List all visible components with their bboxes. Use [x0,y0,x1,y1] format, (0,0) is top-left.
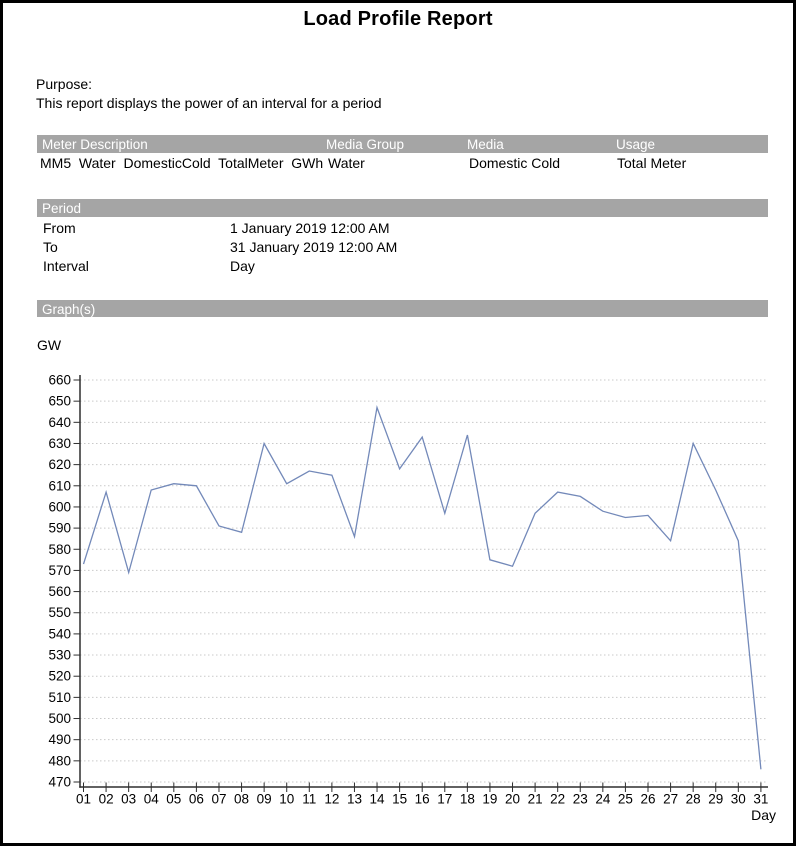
x-tick-label: 28 [686,792,701,807]
x-tick-label: 15 [392,792,407,807]
period-to-row: To 31 January 2019 12:00 AM [3,238,793,257]
x-tick-label: 22 [550,792,565,807]
period-from-row: From 1 January 2019 12:00 AM [3,219,793,238]
usage-value: Total Meter [617,155,687,171]
meter-description-value: MM5 Water DomesticCold TotalMeter GWh [40,155,324,171]
x-tick-label: 04 [144,792,160,807]
x-tick-label: 20 [505,792,520,807]
x-tick-label: 06 [189,792,204,807]
x-tick-label: 18 [460,792,475,807]
y-tick-label: 580 [48,542,71,557]
y-tick-label: 490 [48,732,71,747]
media-value: Domestic Cold [469,155,561,171]
x-tick-label: 10 [279,792,294,807]
period-interval-row: Interval Day [3,257,793,276]
x-tick-label: 16 [415,792,430,807]
x-tick-label: 24 [595,792,611,807]
x-tick-label: 17 [437,792,452,807]
y-tick-label: 510 [48,690,71,705]
media-group-value: Water [328,155,365,171]
x-tick-label: 23 [573,792,588,807]
y-tick-label: 530 [48,648,71,663]
purpose-label: Purpose: [36,76,93,92]
y-tick-label: 570 [48,563,71,578]
x-tick-label: 12 [324,792,339,807]
graphs-header-bar: Graph(s) [37,300,768,317]
column-header-media-group: Media Group [326,137,405,152]
y-tick-label: 480 [48,753,71,768]
x-tick-label: 25 [618,792,633,807]
meter-table-row: MM5 Water DomesticCold TotalMeter GWh Wa… [37,154,768,173]
y-tick-label: 640 [48,415,71,430]
purpose-text: This report displays the power of an int… [36,95,382,111]
y-tick-label: 500 [48,711,71,726]
column-header-usage: Usage [616,137,656,152]
y-tick-label: 540 [48,626,71,641]
x-tick-label: 05 [166,792,181,807]
column-header-meter-description: Meter Description [42,137,148,152]
y-tick-label: 520 [48,669,71,684]
interval-label: Interval [43,258,89,274]
x-tick-label: 21 [528,792,543,807]
y-tick-label: 660 [48,373,71,388]
x-tick-label: 14 [370,792,386,807]
x-tick-label: 29 [708,792,723,807]
x-tick-label: 01 [76,792,91,807]
to-value: 31 January 2019 12:00 AM [230,239,398,255]
y-tick-label: 650 [48,394,71,409]
y-tick-label: 620 [48,457,71,472]
from-label: From [43,220,76,236]
y-tick-label: 590 [48,521,71,536]
x-tick-label: 03 [121,792,136,807]
y-tick-label: 630 [48,436,71,451]
x-tick-label: 27 [663,792,678,807]
x-axis-title: Day [751,807,776,823]
y-axis-unit-label: GW [37,337,62,353]
y-tick-label: 600 [48,499,71,514]
column-header-media: Media [467,137,504,152]
x-tick-label: 08 [234,792,249,807]
meter-table-header-bar: Meter Description Media Group Media Usag… [37,135,768,153]
x-tick-label: 13 [347,792,362,807]
x-tick-label: 26 [640,792,655,807]
y-tick-label: 560 [48,584,71,599]
from-value: 1 January 2019 12:00 AM [230,220,390,236]
y-tick-label: 550 [48,605,71,620]
chart-line [82,405,762,770]
x-tick-label: 30 [731,792,746,807]
x-tick-label: 31 [753,792,768,807]
period-header-label: Period [42,201,82,216]
y-tick-label: 470 [48,775,71,790]
page-title: Load Profile Report [303,8,493,30]
x-tick-label: 19 [482,792,497,807]
x-tick-label: 02 [99,792,114,807]
interval-value: Day [230,258,255,274]
to-label: To [43,239,58,255]
graphs-header-label: Graph(s) [42,302,96,317]
load-profile-line-chart: 470 480 490 500 510 520 530 540 550 560 570 580 590 6… [48,373,776,824]
y-tick-label: 610 [48,478,71,493]
x-tick-label: 07 [211,792,226,807]
period-header-bar: Period [37,199,768,217]
x-tick-label: 09 [257,792,272,807]
x-tick-label: 11 [302,792,316,807]
